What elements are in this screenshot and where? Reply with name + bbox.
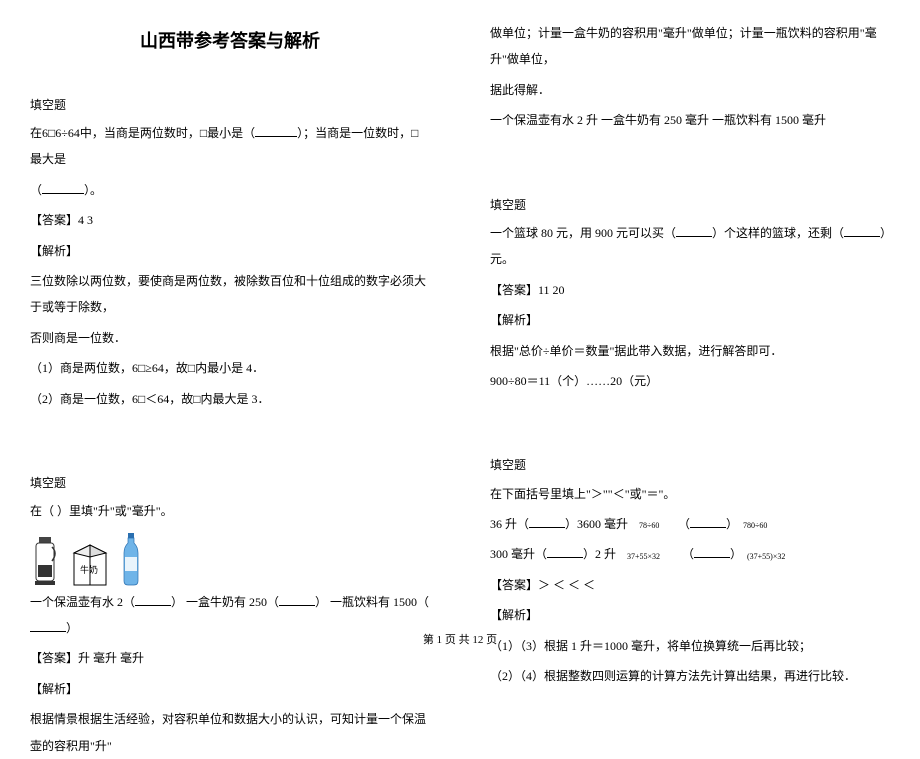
q4-r2a: 300 毫升（ [490, 547, 547, 561]
q1-line1: 在6□6÷64中，当商是两位数时，□最小是（）；当商是一位数时，□最大是 [30, 120, 430, 173]
q2-answer: 【答案】升 毫升 毫升 [30, 645, 430, 671]
frac-expr-2b-icon: (37+55)×32 [747, 550, 805, 562]
q1-exp1: 三位数除以两位数，要使商是两位数，被除数百位和十位组成的数字必须大于或等于除数， [30, 268, 430, 321]
frac-expr-1a-icon: 78÷60 [639, 519, 673, 531]
q4-heading: 填空题 [490, 452, 890, 478]
q2-l2b: ） 一盒牛奶有 250（ [171, 595, 279, 609]
q2-l2a: 一个保温壶有水 2（ [30, 595, 135, 609]
q4-r1a: 36 升（ [490, 517, 529, 531]
q4-exp-label: 【解析】 [490, 602, 890, 628]
q4-blank2 [690, 516, 726, 528]
q1-blank1 [255, 125, 297, 137]
q3-l1b: ）个这样的篮球，还剩（ [712, 226, 844, 240]
q2-l2c: ） 一瓶饮料有 1500（ [315, 595, 429, 609]
q3-exp1: 根据"总价÷单价＝数量"据此带入数据，进行解答即可． [490, 338, 890, 364]
r-top2: 据此得解． [490, 77, 890, 103]
q3-line1: 一个篮球 80 元，用 900 元可以买（）个这样的篮球，还剩（）元。 [490, 220, 890, 273]
q1-exp4: （2）商是一位数，6□＜64，故□内最大是 3． [30, 386, 430, 412]
page-footer: 第 1 页 共 12 页 [0, 631, 920, 647]
q4-blank4 [694, 546, 730, 558]
right-column: 做单位；计量一盒牛奶的容积用"毫升"做单位；计量一瓶饮料的容积用"毫升"做单位，… [460, 0, 920, 651]
q1-line2-a: （ [30, 183, 42, 197]
milk-text: 牛奶 [80, 564, 98, 575]
q4-r1b: ）3600 毫升 [565, 517, 628, 531]
left-column: 山西带参考答案与解析 填空题 在6□6÷64中，当商是两位数时，□最小是（）；当… [0, 0, 460, 651]
q2-heading: 填空题 [30, 470, 430, 496]
q4-row1: 36 升（）3600 毫升 78÷60 （） 780÷60 [490, 511, 890, 537]
q3-blank1 [676, 225, 712, 237]
doc-title: 山西带参考答案与解析 [30, 22, 430, 62]
q1-blank2 [42, 182, 84, 194]
bottle-icon [120, 531, 142, 587]
q1-exp-label: 【解析】 [30, 238, 430, 264]
bottle-label [125, 557, 137, 571]
svg-text:(37+55)×32: (37+55)×32 [747, 552, 785, 561]
q3-heading: 填空题 [490, 192, 890, 218]
q3-exp2: 900÷80＝11（个）……20（元） [490, 368, 890, 394]
q2-exp-label: 【解析】 [30, 676, 430, 702]
q1-line2-b: ）。 [84, 183, 102, 197]
q1-answer: 【答案】4 3 [30, 207, 430, 233]
q4-answer: 【答案】＞ ＜ ＜ ＜ [490, 572, 890, 598]
q2-blank2 [279, 594, 315, 606]
q1-line2: （ ）。 [30, 177, 430, 203]
thermos-icon [30, 535, 60, 587]
q3-exp-label: 【解析】 [490, 307, 890, 333]
frac-expr-2a-icon: 37+55×32 [627, 550, 677, 562]
q4-r2b: ）2 升 [583, 547, 616, 561]
q1-heading: 填空题 [30, 92, 430, 118]
q1-exp3: （1）商是两位数，6□≥64，故□内最小是 4． [30, 355, 430, 381]
q4-blank3 [547, 546, 583, 558]
thermos-label [38, 565, 52, 577]
q3-l1a: 一个篮球 80 元，用 900 元可以买（ [490, 226, 676, 240]
q3-blank2 [844, 225, 880, 237]
q2-images: 牛奶 [30, 531, 430, 587]
q1-exp2: 否则商是一位数． [30, 325, 430, 351]
milkbox-icon: 牛奶 [70, 539, 110, 587]
q2-blank1 [135, 594, 171, 606]
svg-text:78÷60: 78÷60 [639, 521, 659, 530]
q1-line1-a: 在6□6÷64中，当商是两位数时，□最小是（ [30, 126, 255, 140]
q4-line1: 在下面括号里填上"＞""＜"或"＝"。 [490, 481, 890, 507]
q4-row2: 300 毫升（）2 升 37+55×32 （） (37+55)×32 [490, 541, 890, 567]
q4-blank1 [529, 516, 565, 528]
svg-text:780÷60: 780÷60 [743, 521, 767, 530]
q3-answer: 【答案】11 20 [490, 277, 890, 303]
thermos-cap [39, 537, 51, 543]
r-top1: 做单位；计量一盒牛奶的容积用"毫升"做单位；计量一瓶饮料的容积用"毫升"做单位， [490, 20, 890, 73]
svg-text:37+55×32: 37+55×32 [627, 552, 660, 561]
bottle-cap [128, 533, 134, 538]
q2-exp1: 根据情景根据生活经验，对容积单位和数据大小的认识，可知计量一个保温壶的容积用"升… [30, 706, 430, 759]
frac-expr-1b-icon: 780÷60 [743, 519, 777, 531]
q2-line1: 在（ ）里填"升"或"毫升"。 [30, 498, 430, 524]
thermos-base [35, 581, 55, 585]
q4-exp2: （2）（4）根据整数四则运算的计算方法先计算出结果，再进行比较． [490, 663, 890, 689]
r-top3: 一个保温壶有水 2 升 一盒牛奶有 250 毫升 一瓶饮料有 1500 毫升 [490, 107, 890, 133]
